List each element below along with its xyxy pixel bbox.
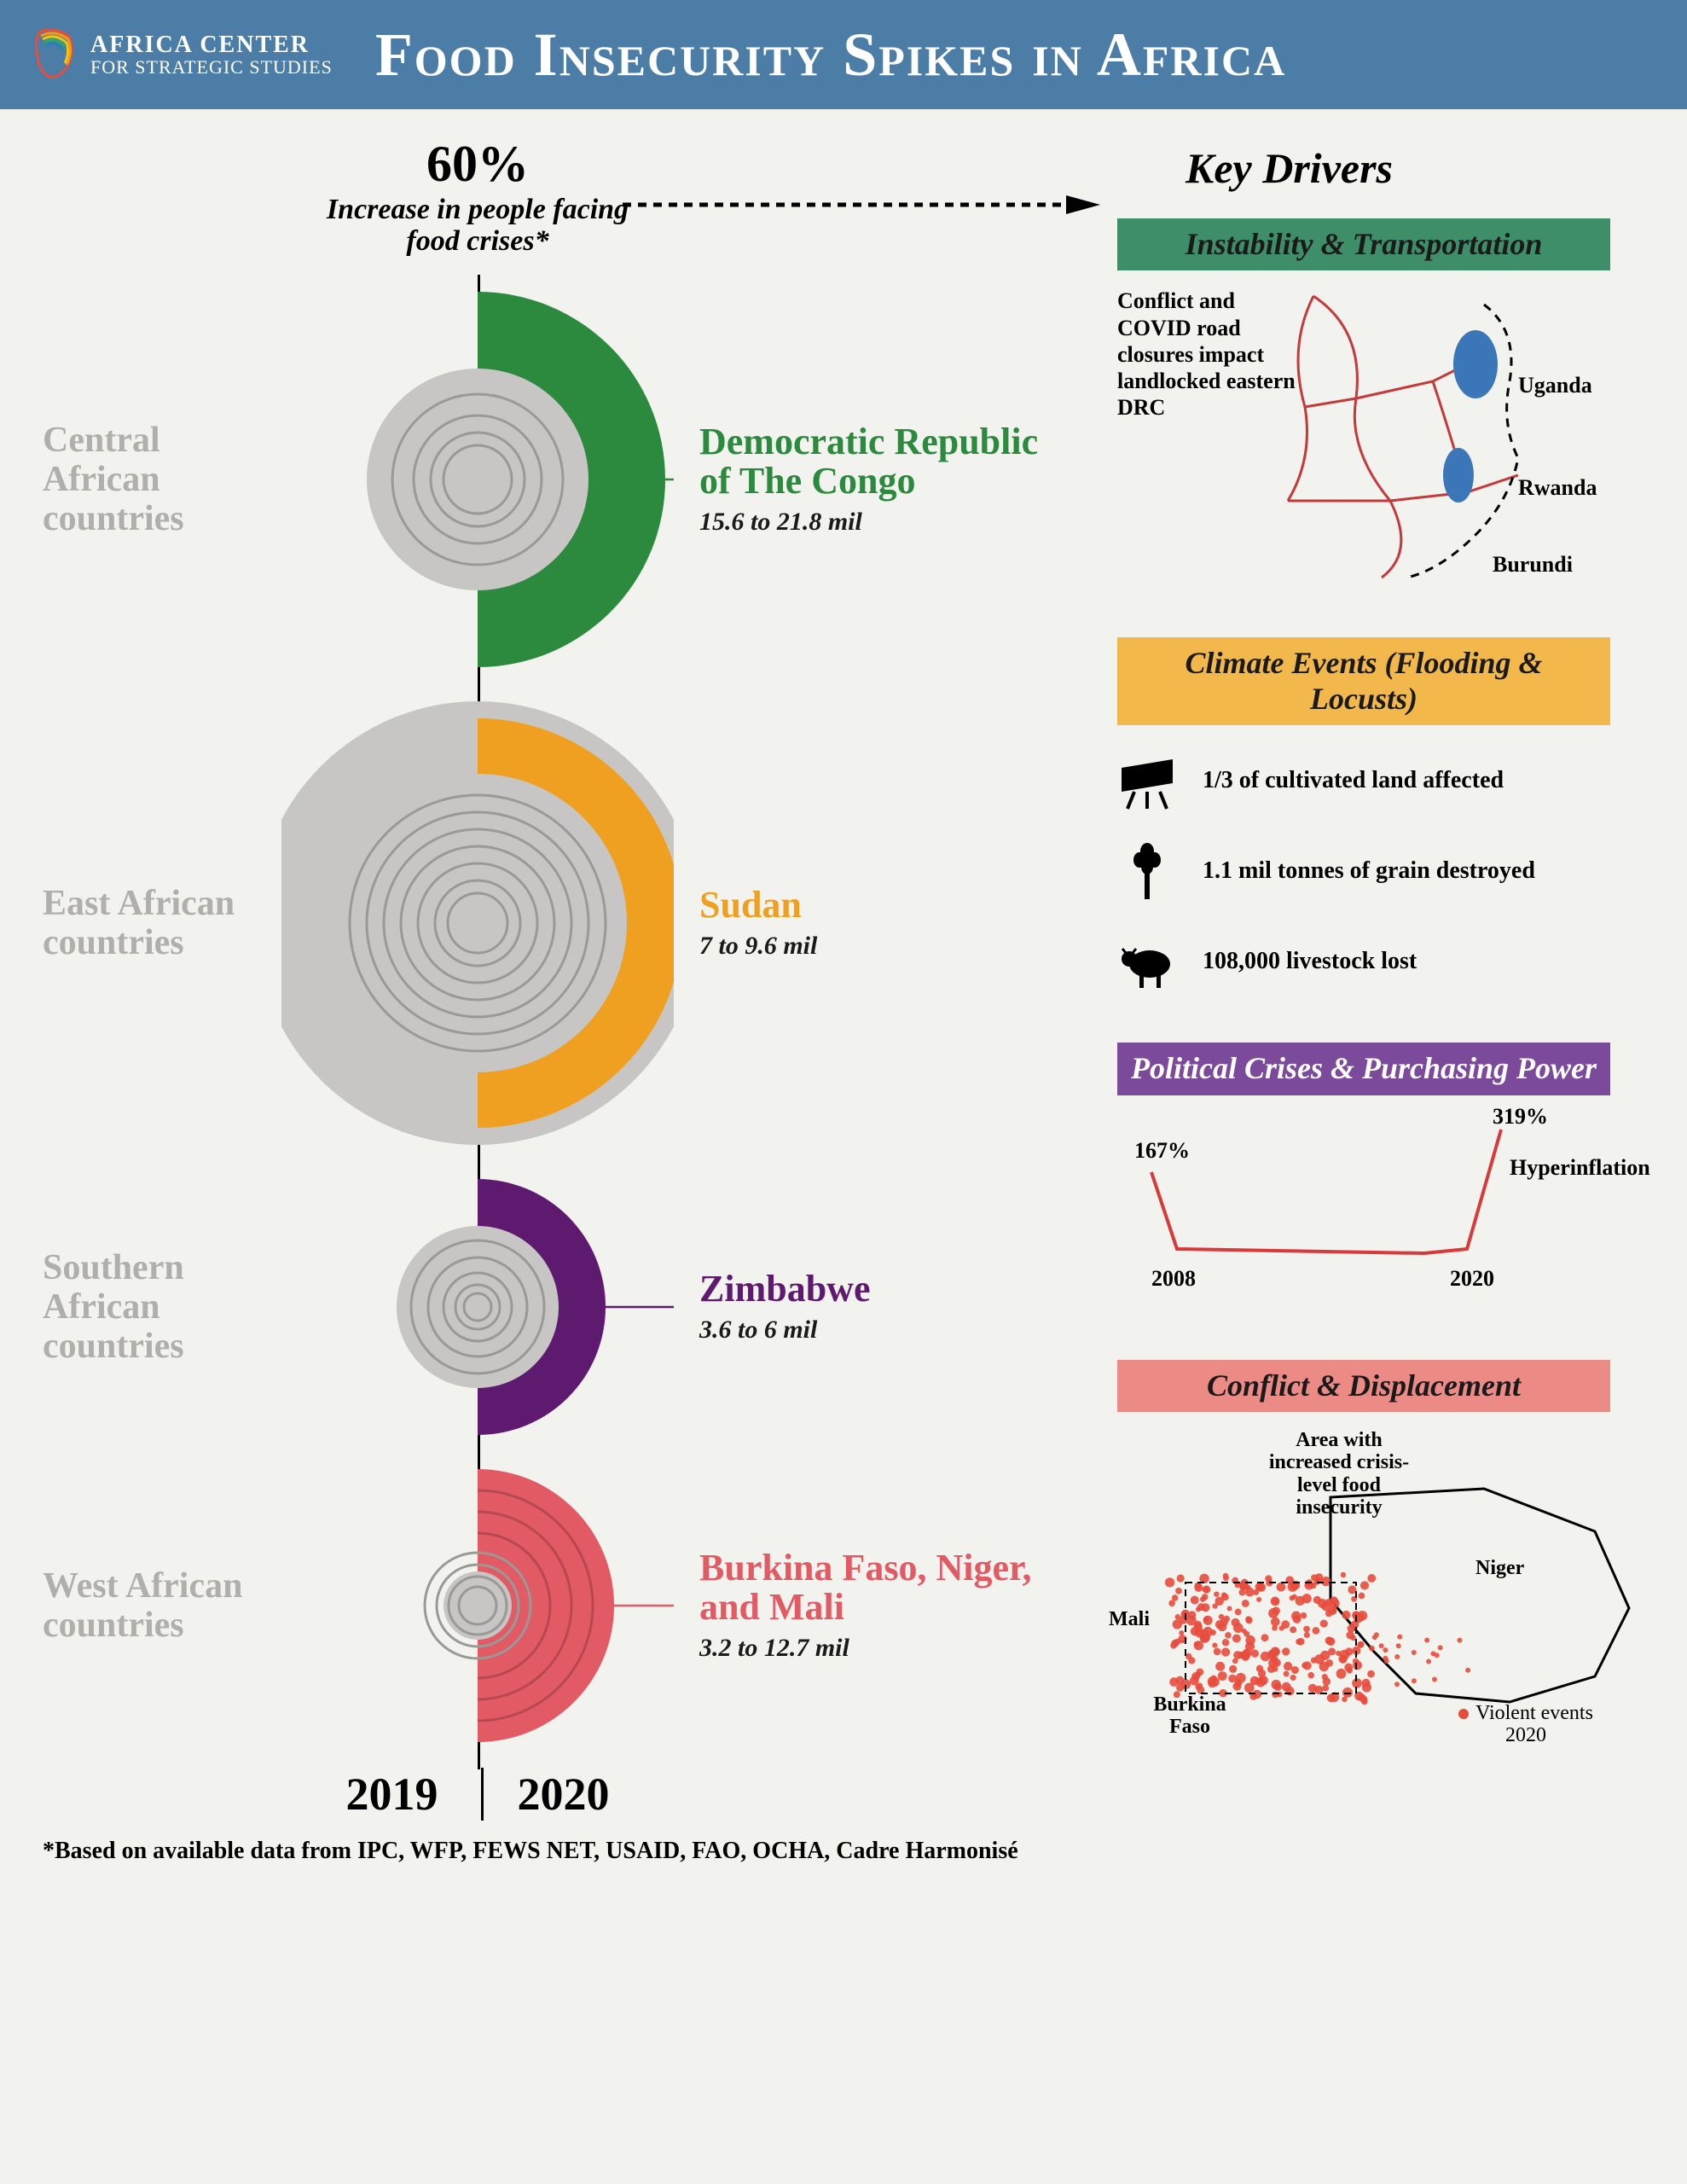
- driver-conflict-content: Area with increased crisis-level food in…: [1117, 1429, 1610, 1736]
- hyper-label: Hyperinflation: [1510, 1155, 1650, 1181]
- field-icon: [1117, 751, 1177, 810]
- country-cell: Burkina Faso, Niger, and Mali 3.2 to 12.…: [674, 1548, 1049, 1663]
- x2-label: 2020: [1450, 1266, 1494, 1292]
- driver-political-content: 167% 319% Hyperinflation 2008 2020: [1117, 1112, 1610, 1317]
- country-name: Democratic Republic of The Congo: [699, 422, 1049, 501]
- org-name-2: FOR STRATEGIC STUDIES: [90, 57, 333, 77]
- label-bf: Burkina Faso: [1143, 1693, 1237, 1739]
- label-burundi: Burundi: [1493, 552, 1573, 578]
- region-row: West African countries Burkina Faso, Nig…: [43, 1452, 1049, 1759]
- dial: [281, 275, 674, 684]
- country-cell: Sudan 7 to 9.6 mil: [674, 886, 1049, 961]
- y1-label: 167%: [1134, 1138, 1190, 1164]
- label-mali: Mali: [1109, 1608, 1150, 1630]
- grain-icon: [1117, 841, 1177, 901]
- region-label: Central African countries: [43, 421, 281, 539]
- driver-box-political: Political Crises & Purchasing Power: [1117, 1043, 1610, 1095]
- x1-label: 2008: [1151, 1266, 1196, 1292]
- dials-container: Central African countries Democratic Rep…: [43, 275, 1049, 1821]
- driver-climate-content: 1/3 of cultivated land affected 1.1 mil …: [1117, 742, 1610, 1000]
- logo: AFRICA CENTER FOR STRATEGIC STUDIES: [26, 27, 333, 82]
- country-range: 15.6 to 21.8 mil: [699, 508, 1049, 537]
- left-column: 60% Increase in people facing food crise…: [43, 135, 1049, 1821]
- label-niger: Niger: [1475, 1557, 1524, 1579]
- y2-label: 319%: [1493, 1104, 1548, 1130]
- stat-headline: 60% Increase in people facing food crise…: [299, 135, 657, 258]
- driver-box-conflict: Conflict & Displacement: [1117, 1360, 1610, 1412]
- africa-logo-icon: [26, 27, 80, 82]
- dial: [281, 1452, 674, 1759]
- dial: [281, 1162, 674, 1452]
- year-left: 2019: [346, 1768, 438, 1821]
- sheep-icon: [1117, 932, 1177, 991]
- label-uganda: Uganda: [1518, 373, 1592, 398]
- drivers-title: Key Drivers: [1186, 143, 1644, 193]
- country-cell: Zimbabwe 3.6 to 6 mil: [674, 1269, 1049, 1345]
- climate-fact-3: 108,000 livestock lost: [1117, 932, 1610, 991]
- page-title: Food Insecurity Spikes in Africa: [375, 20, 1286, 90]
- year-labels: 2019 2020: [281, 1768, 674, 1821]
- country-range: 3.6 to 6 mil: [699, 1316, 1049, 1345]
- stat-sub: Increase in people facing food crises*: [299, 194, 657, 258]
- footnote: *Based on available data from IPC, WFP, …: [0, 1829, 1687, 1899]
- org-name-1: AFRICA CENTER: [90, 32, 333, 57]
- climate-fact-1: 1/3 of cultivated land affected: [1117, 751, 1610, 810]
- drc-map-icon: [1262, 279, 1620, 586]
- country-name: Sudan: [699, 886, 1049, 925]
- region-label: East African countries: [43, 884, 281, 962]
- driver-box-instability: Instability & Transportation: [1117, 218, 1610, 270]
- label-rwanda: Rwanda: [1518, 475, 1597, 501]
- country-name: Zimbabwe: [699, 1269, 1049, 1309]
- header-bar: AFRICA CENTER FOR STRATEGIC STUDIES Food…: [0, 0, 1687, 109]
- country-name: Burkina Faso, Niger, and Mali: [699, 1548, 1049, 1627]
- region-row: Southern African countries Zimbabwe 3.6 …: [43, 1162, 1049, 1452]
- region-row: Central African countries Democratic Rep…: [43, 275, 1049, 684]
- region-label: West African countries: [43, 1566, 281, 1645]
- country-range: 7 to 9.6 mil: [699, 932, 1049, 961]
- climate-fact-2: 1.1 mil tonnes of grain destroyed: [1117, 841, 1610, 901]
- driver-box-climate: Climate Events (Flooding & Locusts): [1117, 637, 1610, 725]
- dial: [281, 684, 674, 1162]
- legend-violent: Violent events 2020: [1475, 1702, 1593, 1746]
- driver-instability-content: Conflict and COVID road closures impact …: [1117, 288, 1610, 595]
- right-column: Key Drivers Instability & Transportation…: [1083, 135, 1644, 1821]
- region-row: East African countries Sudan 7 to 9.6 mi…: [43, 684, 1049, 1162]
- country-cell: Democratic Republic of The Congo 15.6 to…: [674, 422, 1049, 537]
- region-label: Southern African countries: [43, 1248, 281, 1367]
- dashed-arrow-icon: [623, 192, 1100, 218]
- stat-pct: 60%: [299, 135, 657, 194]
- country-range: 3.2 to 12.7 mil: [699, 1634, 1049, 1663]
- year-right: 2020: [518, 1768, 610, 1821]
